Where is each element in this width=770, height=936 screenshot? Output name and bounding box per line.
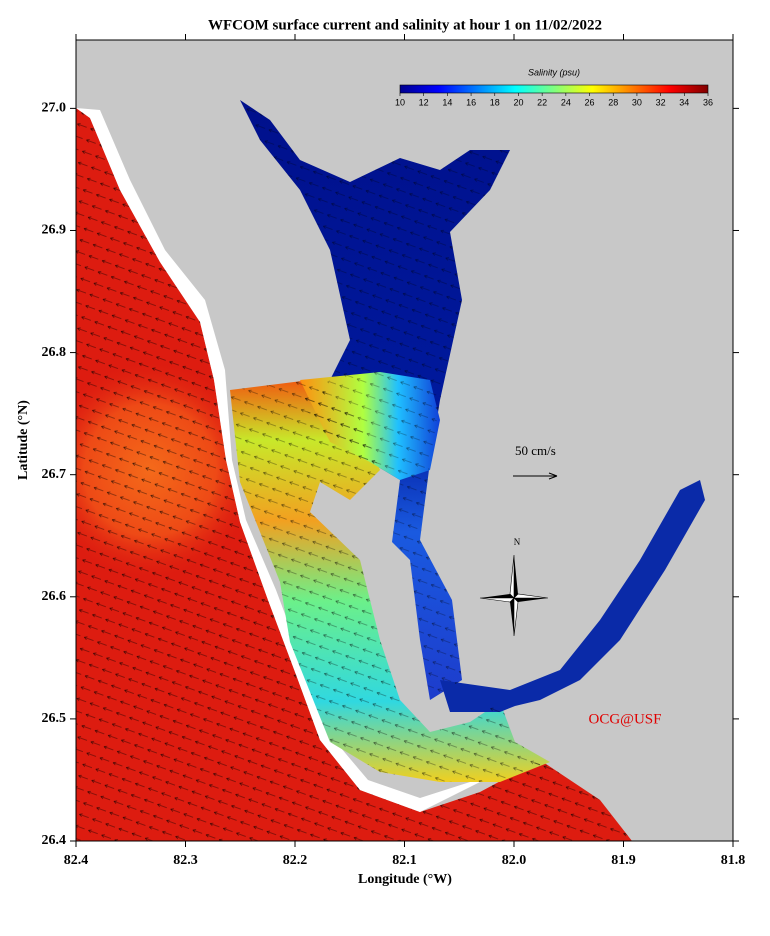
colorbar-tick-label: 14 bbox=[442, 97, 452, 107]
colorbar-tick-label: 20 bbox=[513, 97, 523, 107]
y-axis-label: Latitude (°N) bbox=[16, 400, 31, 480]
credit: OCG@USF bbox=[588, 711, 661, 727]
colorbar-tick-label: 10 bbox=[395, 97, 405, 107]
colorbar-tick-label: 24 bbox=[561, 97, 571, 107]
compass-rose bbox=[479, 554, 549, 637]
x-tick-label: 82.2 bbox=[283, 853, 308, 868]
colorbar-tick-label: 36 bbox=[703, 97, 713, 107]
colorbar-tick-label: 34 bbox=[679, 97, 689, 107]
x-tick-label: 81.8 bbox=[721, 853, 746, 868]
y-tick-label: 26.6 bbox=[42, 589, 67, 604]
map-area bbox=[76, 40, 733, 841]
colorbar-tick-label: 18 bbox=[490, 97, 500, 107]
map-title: WFCOM surface current and salinity at ho… bbox=[208, 17, 602, 33]
colorbar-tick-label: 32 bbox=[656, 97, 666, 107]
y-tick-label: 26.4 bbox=[42, 833, 67, 848]
colorbar bbox=[399, 84, 709, 94]
colorbar-tick-label: 28 bbox=[608, 97, 618, 107]
caloosahatchee-river bbox=[440, 480, 705, 712]
current-vectors bbox=[230, 380, 550, 782]
x-tick-label: 81.9 bbox=[611, 853, 636, 868]
colorbar-tick-label: 16 bbox=[466, 97, 476, 107]
x-tick-label: 82.0 bbox=[502, 853, 527, 868]
scale-arrow bbox=[513, 472, 558, 480]
colorbar-tick-label: 30 bbox=[632, 97, 642, 107]
compass-label: N bbox=[514, 537, 521, 547]
x-axis-label: Longitude (°W) bbox=[358, 872, 452, 887]
x-tick-label: 82.3 bbox=[173, 853, 198, 868]
y-tick-label: 26.7 bbox=[42, 467, 67, 482]
colorbar-label: Salinity (psu) bbox=[528, 67, 580, 77]
y-tick-label: 27.0 bbox=[42, 101, 67, 116]
y-tick-label: 26.9 bbox=[42, 223, 67, 238]
colorbar-tick-label: 22 bbox=[537, 97, 547, 107]
barrier-islands bbox=[76, 108, 515, 812]
colorbar-tick-label: 12 bbox=[419, 97, 429, 107]
current-vectors bbox=[76, 108, 632, 841]
current-vectors bbox=[240, 100, 510, 700]
y-tick-label: 26.5 bbox=[42, 711, 67, 726]
x-tick-label: 82.1 bbox=[392, 853, 417, 868]
x-tick-label: 82.4 bbox=[64, 853, 89, 868]
y-tick-label: 26.8 bbox=[42, 345, 67, 360]
scale-label: 50 cm/s bbox=[515, 443, 556, 458]
colorbar-tick-label: 26 bbox=[585, 97, 595, 107]
